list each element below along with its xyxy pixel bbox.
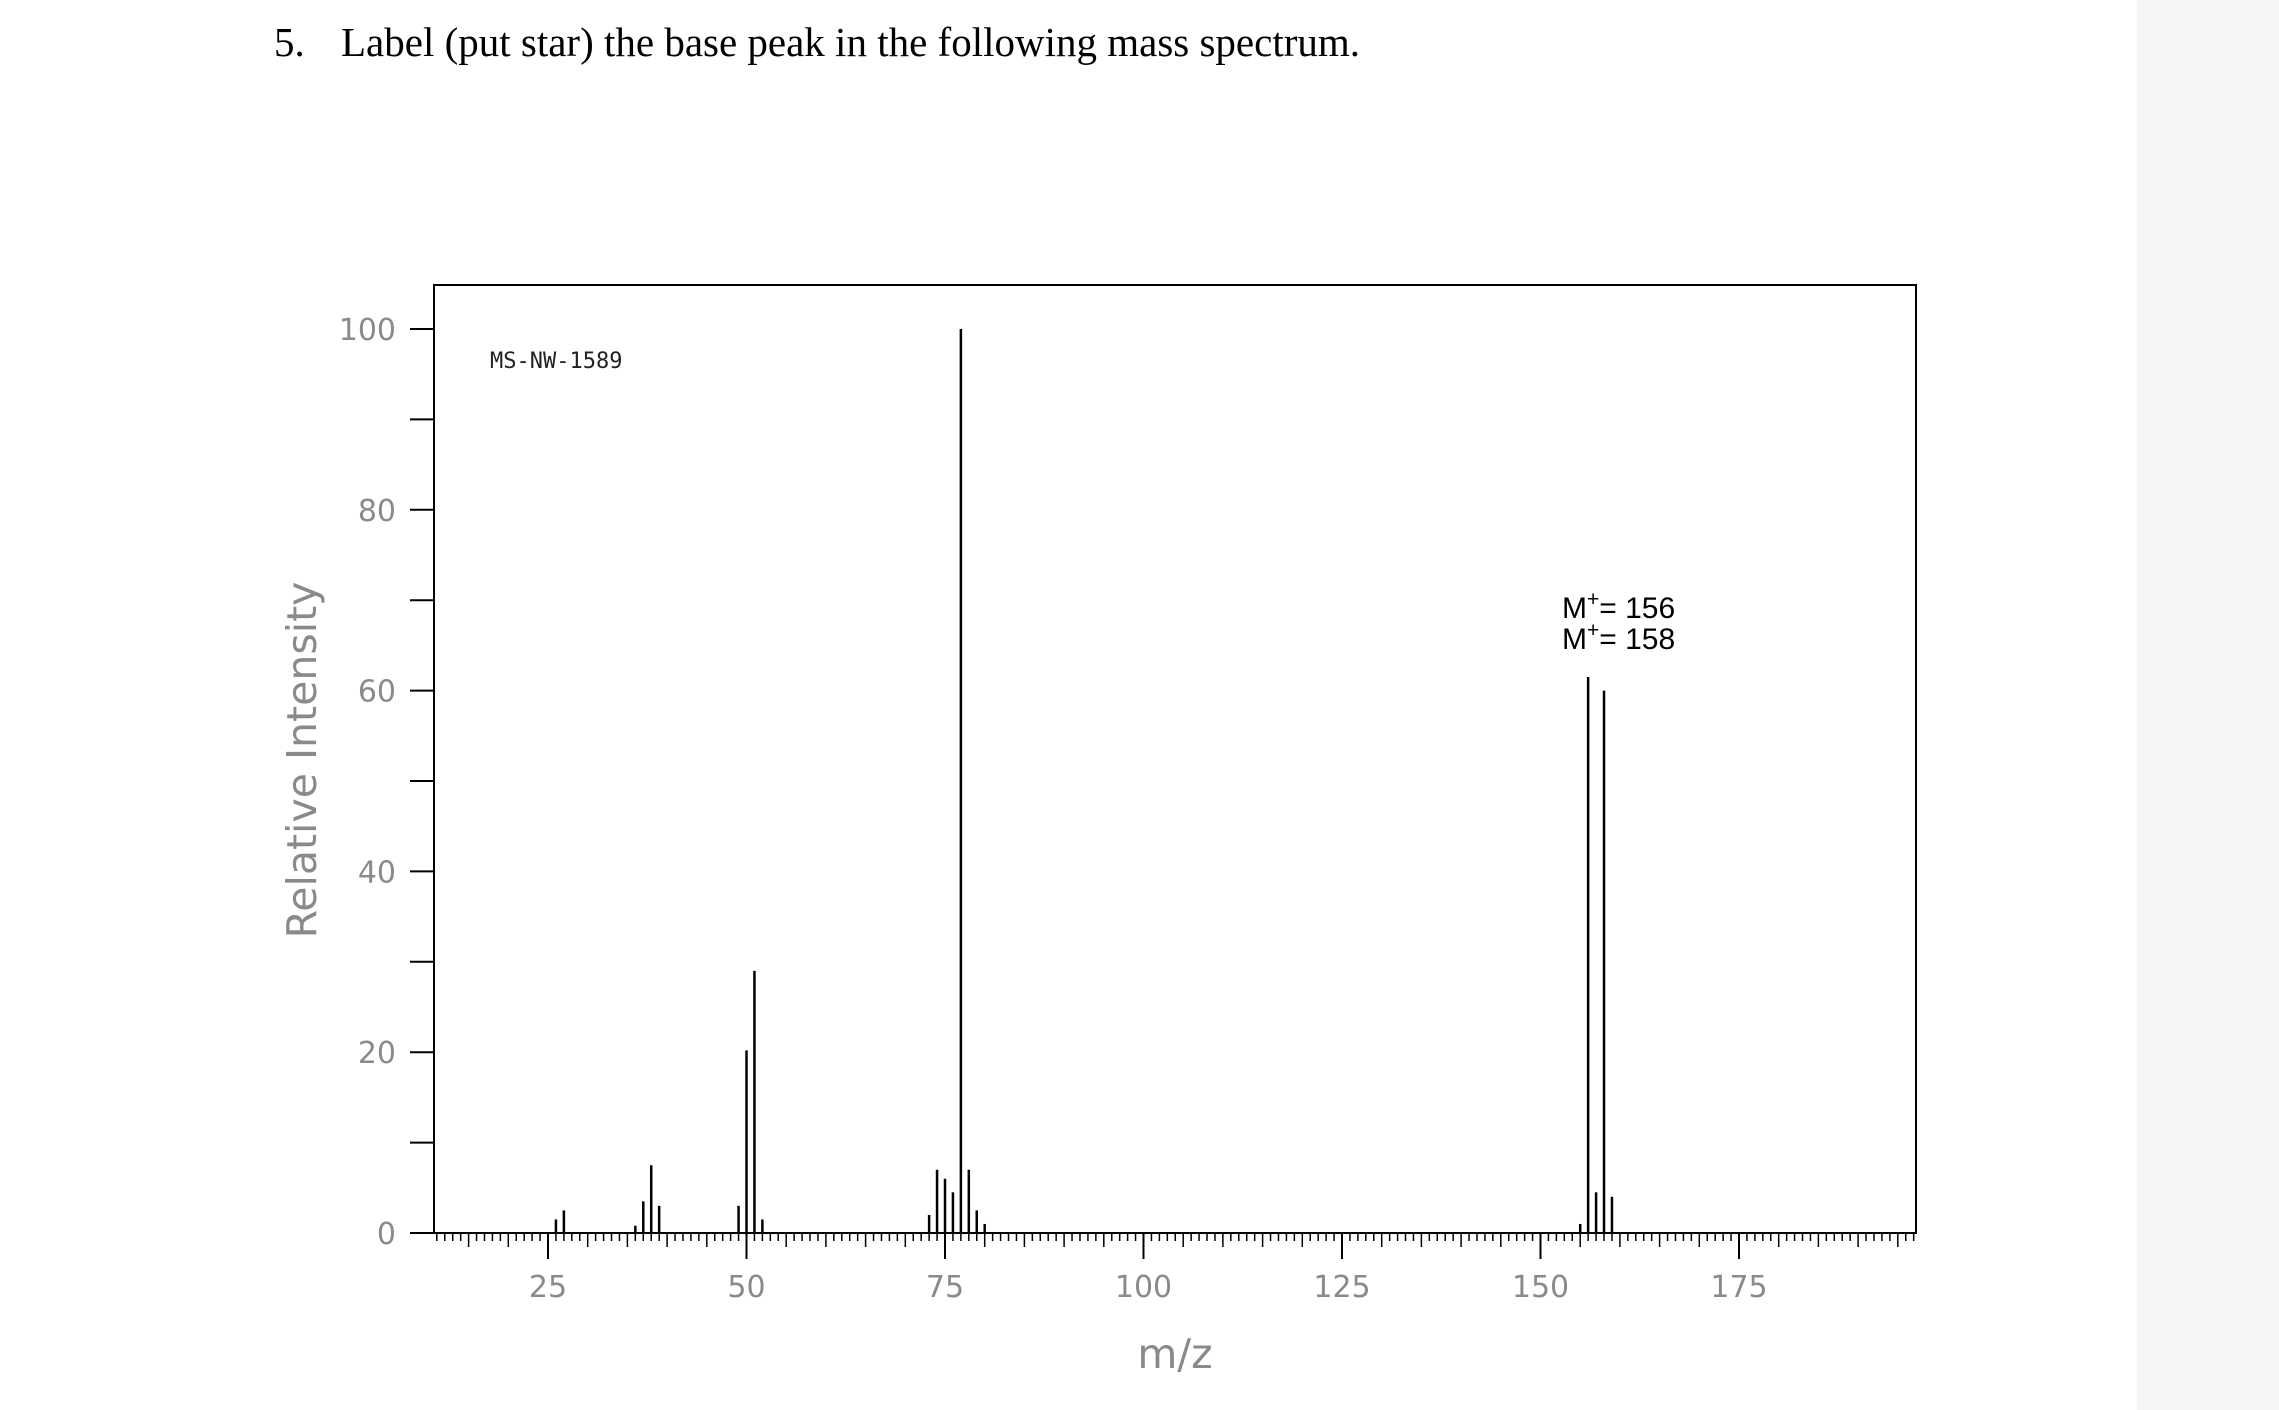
x-tick-label: 100: [1115, 1270, 1172, 1305]
y-axis: 0 20 40 60 80 100: [339, 313, 434, 1252]
y-tick-label: 100: [339, 313, 396, 348]
question-number: 5.: [274, 19, 305, 65]
y-tick-label: 40: [358, 855, 396, 890]
y-tick-label: 60: [358, 675, 396, 710]
spectrum-code-label: MS-NW-1589: [490, 349, 622, 374]
y-tick-label: 80: [358, 494, 396, 529]
plot-frame: [433, 284, 1917, 1234]
x-tick-label: 175: [1710, 1270, 1767, 1305]
y-tick-label: 20: [358, 1036, 396, 1071]
y-tick-label: 0: [377, 1217, 396, 1252]
x-minor-ticks: [436, 1233, 1915, 1247]
molecular-ion-label: M+= 156: [1562, 588, 1675, 625]
x-tick-label: 150: [1512, 1270, 1569, 1305]
x-tick-label: 25: [529, 1270, 567, 1305]
y-axis-title: Relative Intensity: [278, 582, 326, 939]
peak-bars: [554, 329, 1614, 1233]
molecular-ion-label: M+= 158: [1562, 619, 1675, 656]
x-tick-label: 75: [926, 1270, 964, 1305]
page-side-panel: [2137, 0, 2279, 1410]
x-tick-label: 125: [1313, 1270, 1370, 1305]
x-tick-label: 50: [727, 1270, 765, 1305]
question-text: 5. Label (put star) the base peak in the …: [274, 18, 1360, 66]
question-prompt: Label (put star) the base peak in the fo…: [341, 19, 1361, 65]
x-axis: 25 50 75 100 125 150 175: [529, 1233, 1768, 1305]
x-axis-title: m/z: [1137, 1330, 1212, 1378]
